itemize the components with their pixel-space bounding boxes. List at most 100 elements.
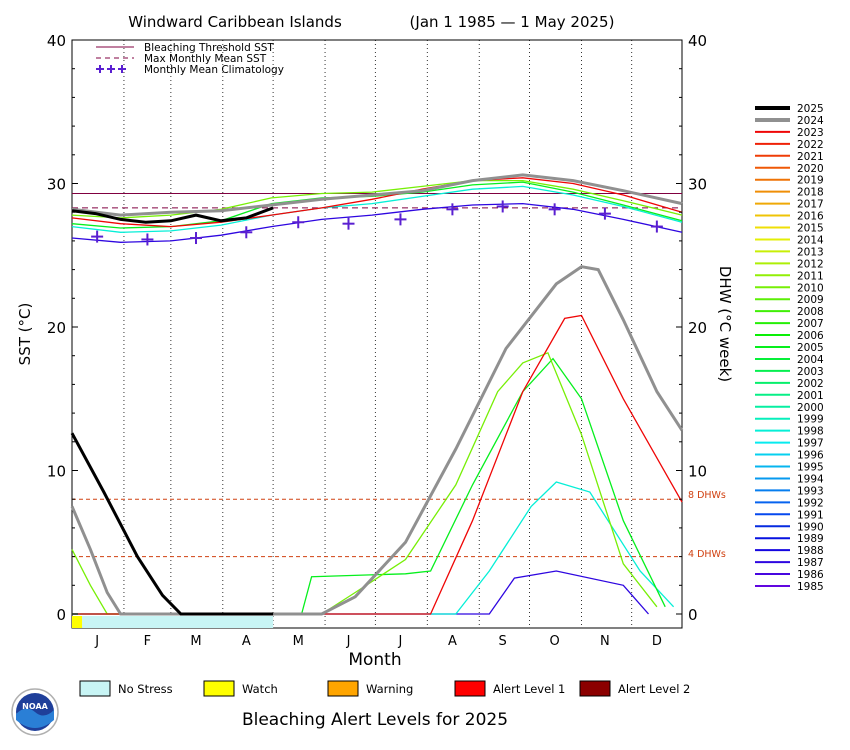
month-label-9: S [499,634,507,649]
alert-legend-swatch-5 [579,680,611,697]
dhw-line-2024 [70,265,684,616]
year-legend-label-2016: 2016 [797,211,824,223]
y-tick-label-left-10: 10 [47,463,66,481]
climatology-point-11 [598,207,611,220]
year-legend-label-1989: 1989 [797,533,824,545]
year-legend-label-2020: 2020 [797,163,824,175]
y-axis-label-left: SST (°C) [16,303,34,366]
year-legend-label-2024: 2024 [797,115,824,127]
noaa-logo-text: NOAA [22,702,48,711]
alert-legend-label-5: Alert Level 2 [618,682,690,696]
alert-strip [72,616,274,628]
year-legend-label-2006: 2006 [797,330,824,342]
year-legend-label-2013: 2013 [797,246,824,258]
year-legend-label-1987: 1987 [797,557,824,569]
dhw-line-2025 [70,432,274,616]
year-legend-label-2010: 2010 [797,282,824,294]
y-tick-label-right-20: 20 [688,319,707,337]
year-legend-label-1991: 1991 [797,509,824,521]
chart-date-range: (Jan 1 1985 — 1 May 2025) [410,13,615,31]
alert-legend-label-1: No Stress [118,682,173,696]
month-label-10: O [550,634,560,649]
year-legend-label-1993: 1993 [797,485,824,497]
legend-mmm-label: Max Monthly Mean SST [144,53,267,65]
month-label-12: D [652,634,662,649]
plot-area [71,39,683,629]
month-label-6: J [346,634,351,649]
year-legend-label-1990: 1990 [797,521,824,533]
sst-line-2010 [71,179,683,219]
sst-series [71,173,683,243]
alert-legend-label-4: Alert Level 1 [493,682,565,696]
sst-line-2025 [71,206,274,224]
y-tick-label-left-0: 0 [56,606,66,624]
year-legend-label-2009: 2009 [797,294,824,306]
month-label-11: N [600,634,610,649]
year-legend-label-1998: 1998 [797,426,824,438]
year-legend-label-2005: 2005 [797,342,824,354]
year-legend-label-1996: 1996 [797,450,824,462]
climatology-point-5 [292,216,305,229]
year-legend-label-2011: 2011 [797,270,824,282]
climatology-point-7 [394,213,407,226]
year-legend-label-1997: 1997 [797,438,824,450]
year-legend-label-2007: 2007 [797,318,824,330]
month-label-4: A [242,634,251,649]
climatology-point-6 [342,217,355,230]
year-legend-label-2018: 2018 [797,187,824,199]
year-legend-label-2015: 2015 [797,223,824,235]
alert-caption: Bleaching Alert Levels for 2025 [242,710,508,730]
alert-legend-swatch-4 [454,680,486,697]
sst-line-2024 [71,173,683,217]
dhw-line-2005 [72,357,666,615]
y-tick-label-right-10: 10 [688,463,707,481]
y-tick-label-right-0: 0 [688,606,698,624]
climatology-point-3 [190,232,203,245]
y-tick-label-left-30: 30 [47,176,66,194]
year-legend-label-2021: 2021 [797,151,824,163]
year-legend-label-2012: 2012 [797,258,824,270]
dhw-4-label: 4 DHWs [688,549,726,560]
year-legend-label-2004: 2004 [797,354,824,366]
alert-legend-swatch-1 [79,680,111,697]
year-legend-label-1995: 1995 [797,462,824,474]
sst-line-2023 [71,177,683,228]
dhw-line-2023 [72,314,683,615]
climatology-point-1 [91,230,104,243]
year-legend-label-2017: 2017 [797,199,824,211]
legend-climatology-label: Monthly Mean Climatology [144,64,284,76]
sst-line-1987 [71,202,683,243]
climatology-point-12 [650,220,663,233]
climatology-point-10 [548,203,561,216]
sst-line-1998 [71,185,683,233]
year-legend-label-1999: 1999 [797,414,824,426]
year-legend-label-1994: 1994 [797,473,824,485]
month-label-1: J [94,634,99,649]
month-label-7: J [398,634,403,649]
year-legend: 2025202420232022202120202019201820172016… [755,103,824,593]
year-legend-label-2001: 2001 [797,390,824,402]
alert-legend-label-2: Watch [242,682,278,696]
alert-strip-no-stress [82,616,274,628]
climatology-point-4 [240,226,253,239]
legend-climatology-plus-icon [96,65,126,73]
y-tick-label-left-40: 40 [47,32,66,50]
year-legend-label-2025: 2025 [797,103,824,115]
y-tick-label-left-20: 20 [47,319,66,337]
dhw-8-label: 8 DHWs [688,490,726,501]
dhw-series [70,265,684,616]
month-label-8: A [448,634,457,649]
month-label-3: M [190,634,201,649]
year-legend-label-2000: 2000 [797,402,824,414]
month-label-2: F [144,634,151,649]
y-ticks-left: 0 10 20 30 40 [47,32,78,624]
climatology-point-8 [446,203,459,216]
climatology-markers [91,200,663,246]
year-legend-label-1985: 1985 [797,581,824,593]
climatology-point-9 [496,200,509,213]
year-legend-label-1988: 1988 [797,545,824,557]
alert-legend-swatch-2 [203,680,235,697]
noaa-logo: NOAA [11,688,59,736]
year-legend-label-1992: 1992 [797,497,824,509]
